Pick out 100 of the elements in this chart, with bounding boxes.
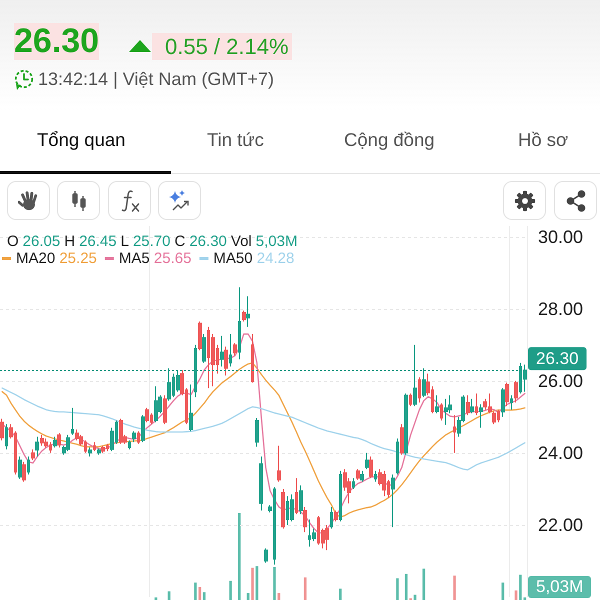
bar: [251, 568, 254, 600]
line-series: [2, 333, 526, 534]
candlestick: [251, 334, 254, 384]
candlestick: [505, 382, 509, 407]
bar: [519, 574, 522, 600]
chart-subtitle: 0.55 / 2.14%: [152, 33, 292, 60]
bar: [514, 590, 518, 600]
text: Tin tức: [207, 128, 264, 152]
legend-label: MA5: [118, 250, 150, 267]
candlestick: [440, 402, 443, 422]
candlestick: [97, 448, 101, 456]
candlestick: [466, 394, 470, 416]
candlestick: [71, 407, 74, 436]
candlestick: [339, 470, 342, 522]
legend-label: MA20: [16, 250, 56, 267]
candlestick: [277, 445, 281, 482]
candlestick: [31, 448, 35, 461]
candlestick: [479, 404, 483, 428]
annotation: L: [120, 233, 129, 251]
bar: [198, 586, 202, 600]
bar: [396, 578, 399, 600]
candlestick: [382, 470, 386, 497]
candlestick: [229, 334, 232, 367]
candlestick: [224, 346, 228, 376]
bar: [168, 591, 170, 600]
candlestick: [365, 452, 369, 470]
candlestick: [233, 342, 237, 356]
annotation: 26.05: [22, 233, 60, 251]
candlestick: [352, 478, 355, 490]
candlestick: [22, 461, 26, 482]
candlestick: [435, 394, 439, 414]
annotation: H: [64, 233, 76, 251]
candlestick: [418, 376, 421, 403]
candlestick: [303, 506, 307, 533]
candlestick: [141, 414, 145, 443]
bar: [278, 593, 280, 600]
bar: [256, 566, 258, 600]
candlestick: [220, 335, 224, 367]
candlestick: [396, 438, 399, 476]
candlestick: [334, 510, 338, 522]
annotation: 26.45: [79, 233, 117, 251]
candlestick: [242, 310, 246, 322]
candlestick: [132, 430, 136, 443]
bar: [238, 513, 241, 600]
candlestick: [238, 286, 241, 360]
candlestick: [391, 474, 395, 528]
annotation: C: [174, 233, 186, 251]
ref-line-label: 26.30: [536, 349, 579, 368]
candlestick: [470, 398, 474, 414]
candlestick: [66, 434, 70, 452]
candlestick: [360, 470, 364, 482]
candlestick: [35, 436, 39, 458]
candlestick: [510, 394, 513, 410]
bar: [229, 580, 232, 600]
annotation: Vol: [230, 233, 252, 251]
bar: [453, 576, 456, 600]
candlestick: [128, 440, 131, 450]
line-series: [2, 362, 526, 518]
bar: [414, 594, 416, 600]
text: 13:42:14 | Việt Nam (GMT+7): [38, 68, 274, 90]
text: 26.30: [14, 22, 100, 60]
text: Hồ sơ: [518, 128, 568, 152]
bar: [339, 588, 342, 600]
candlestick: [145, 407, 149, 423]
line-series: [2, 387, 526, 470]
annotation: 5,03M: [256, 233, 298, 251]
candlestick: [475, 392, 478, 416]
candlestick: [444, 398, 448, 426]
candlestick: [202, 334, 206, 364]
candlestick: [53, 436, 57, 448]
y-tick-label: 28.00: [538, 298, 584, 319]
candlestick: [409, 392, 412, 407]
candlestick: [119, 418, 123, 444]
candlestick: [330, 506, 333, 530]
y-tick-label: 22.00: [538, 514, 584, 535]
bar: [194, 582, 197, 600]
text: Tổng quan: [37, 128, 126, 152]
candlestick: [356, 468, 360, 480]
text: 5,03M: [528, 576, 592, 598]
candlestick: [101, 445, 105, 454]
candlestick: [453, 414, 456, 454]
candlestick: [137, 430, 140, 444]
candlestick: [264, 548, 268, 564]
bar: [502, 582, 504, 600]
bar: [273, 566, 276, 600]
annotation: 25.70: [132, 233, 170, 251]
candlestick: [290, 494, 294, 522]
candlestick: [259, 456, 263, 512]
candlestick: [501, 388, 505, 418]
annotation: 24.28: [256, 250, 294, 267]
candlestick: [299, 484, 303, 515]
candlestick: [295, 478, 298, 515]
candlestick: [154, 386, 158, 423]
candlestick: [404, 392, 408, 456]
candlestick: [93, 442, 96, 452]
candlestick: [325, 524, 329, 551]
bar: [246, 593, 250, 600]
candlestick: [27, 456, 30, 476]
candlestick: [57, 432, 61, 448]
annotation: O: [7, 233, 19, 251]
